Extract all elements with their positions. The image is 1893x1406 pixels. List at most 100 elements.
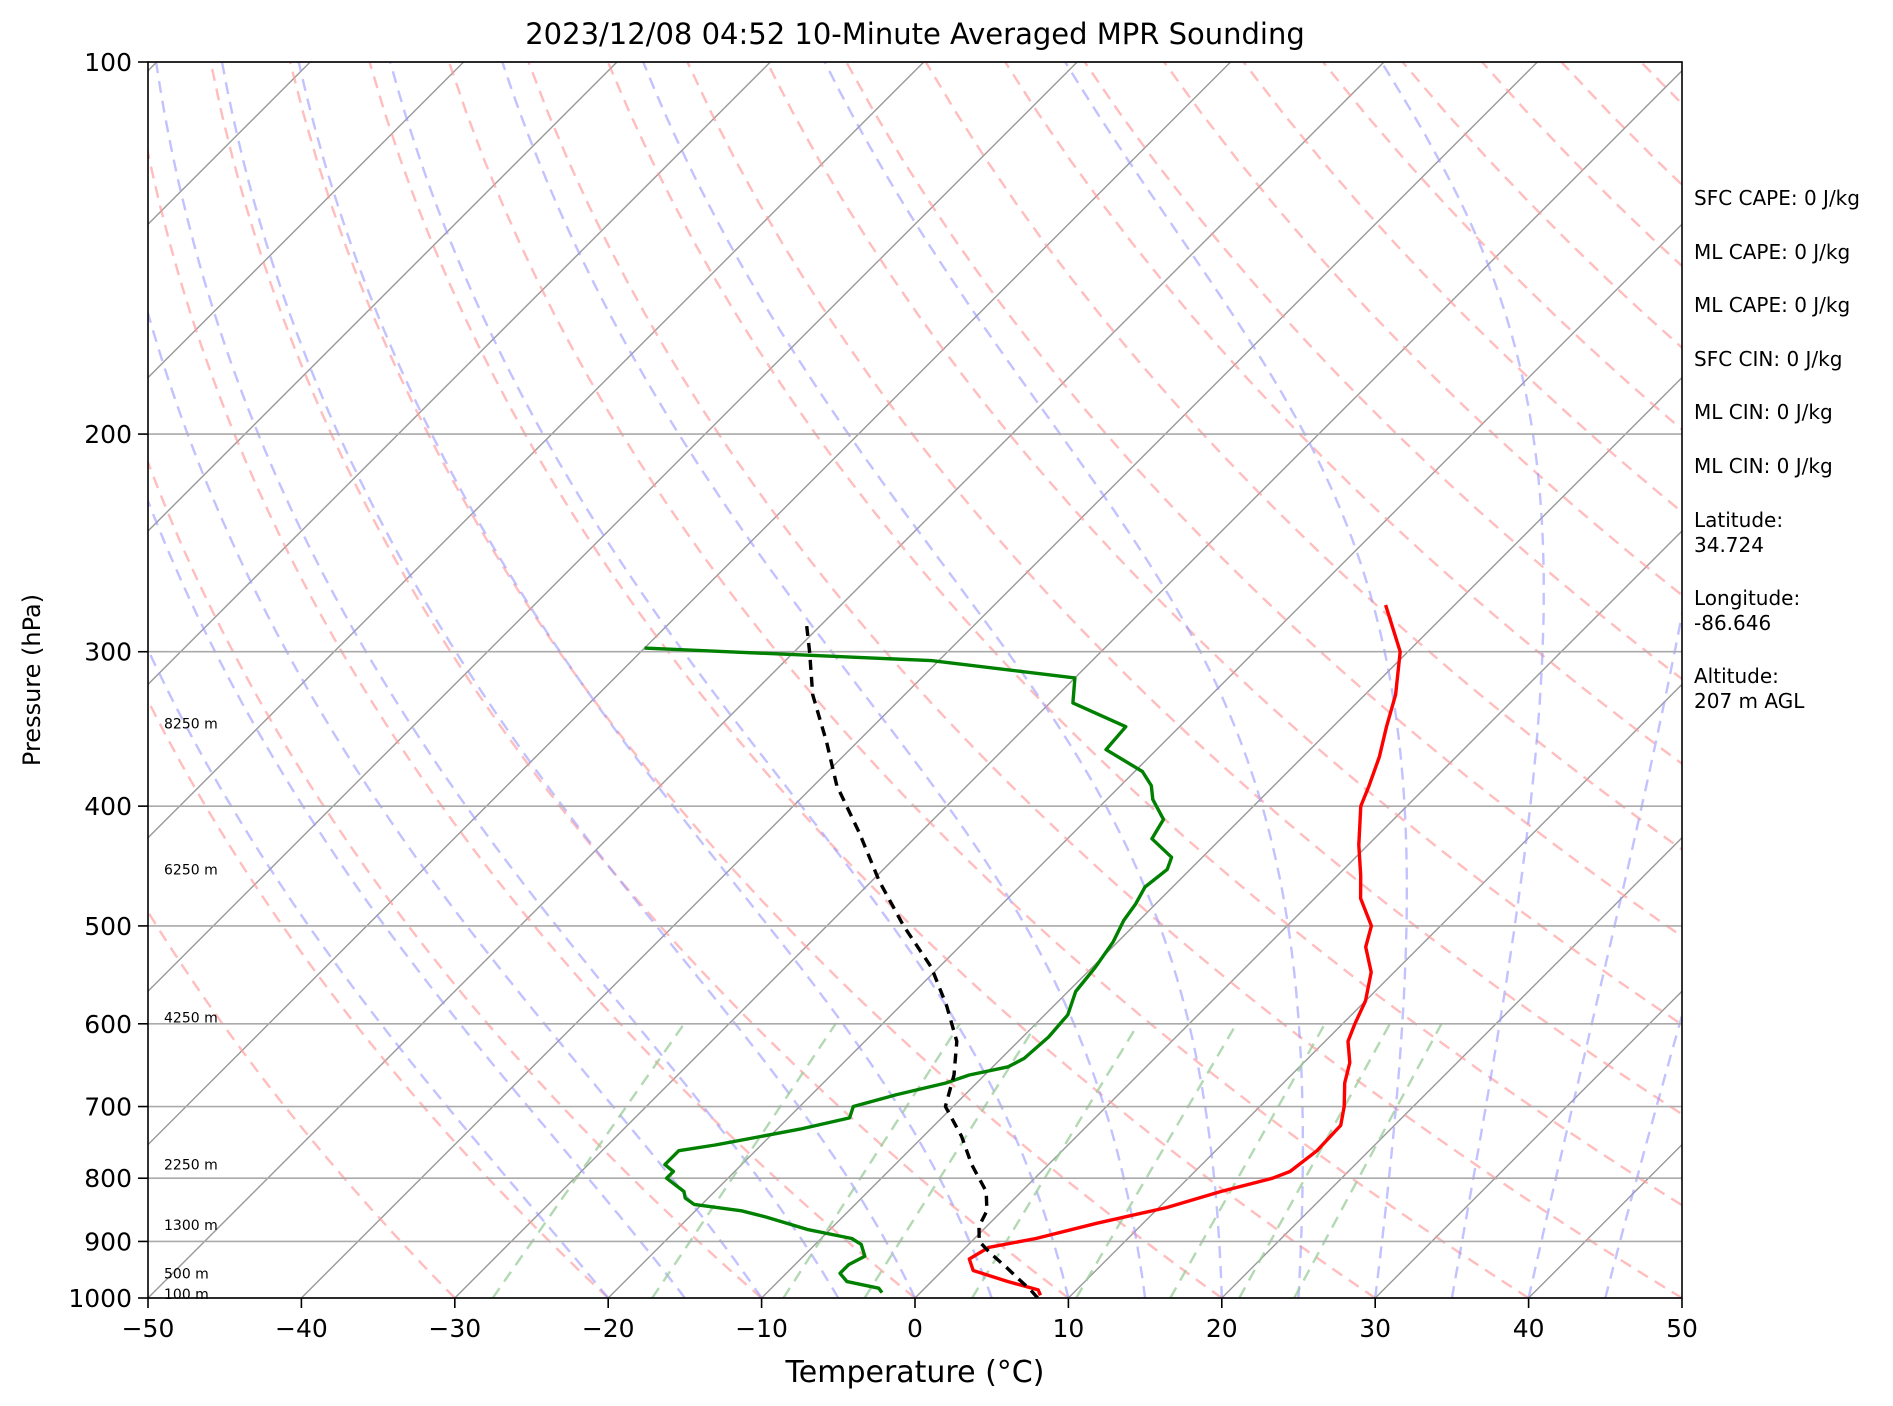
- x-tick-label: 50: [1666, 1314, 1698, 1343]
- x-tick-label: −30: [428, 1314, 481, 1343]
- y-axis-label: Pressure (hPa): [18, 594, 46, 766]
- y-tick-label: 300: [84, 638, 132, 667]
- height-label: 4250 m: [164, 1010, 218, 1026]
- isotherm-line: [761, 376, 1682, 1298]
- mixing-ratio-line: [491, 1023, 686, 1298]
- mixing-ratio-line: [1293, 1023, 1443, 1298]
- mixing-ratio-line: [863, 1023, 1038, 1298]
- mixing-ratio-line: [782, 1023, 961, 1298]
- moist-adiabat-line: [154, 62, 840, 1298]
- moist-adiabat-line: [1064, 62, 1408, 1298]
- sfc-cin-text: SFC CIN: 0 J/kg: [1694, 346, 1843, 371]
- height-label: 500 m: [164, 1266, 209, 1282]
- isotherm-line: [148, 62, 465, 379]
- dry-adiabat-line: [447, 62, 1530, 1298]
- mixing-ratio-line: [971, 1023, 1140, 1298]
- moist-adiabat-line: [501, 62, 1147, 1298]
- height-labels: 8250 m 6250 m 4250 m 2250 m 1300 m 500 m 100 m: [164, 717, 218, 1304]
- x-tick-label: 10: [1052, 1314, 1084, 1343]
- y-tick-label: 900: [84, 1227, 132, 1256]
- isotherm-line: [607, 223, 1682, 1298]
- y-tick-label: 400: [84, 792, 132, 821]
- dry-adiabat-line: [148, 146, 916, 1298]
- height-label: 100 m: [164, 1287, 209, 1303]
- moist-adiabat-line: [220, 62, 917, 1298]
- isotherm-line: [148, 62, 771, 686]
- height-label: 1300 m: [164, 1218, 218, 1234]
- y-tick-label: 200: [84, 420, 132, 449]
- isotherm-line: [148, 62, 1078, 993]
- ml-cin-text-2: ML CIN: 0 J/kg: [1694, 453, 1833, 478]
- isotherm-line: [454, 69, 1682, 1298]
- isotherm-line: [148, 62, 1385, 1298]
- altitude-label: Altitude:: [1694, 663, 1779, 688]
- sfc-cape-text: SFC CAPE: 0 J/kg: [1694, 186, 1860, 210]
- y-tick-label: 100: [84, 48, 132, 77]
- height-label: 2250 m: [164, 1158, 218, 1174]
- y-tick-label: 500: [84, 912, 132, 941]
- moist-adiabat-line: [389, 62, 1070, 1298]
- y-tick-label: 1000: [68, 1284, 132, 1313]
- x-tick-label: −10: [735, 1314, 788, 1343]
- dry-adiabat-line: [527, 62, 1682, 1298]
- dry-adiabat-line: [209, 62, 1070, 1298]
- chart-title: 2023/12/08 04:52 10-Minute Averaged MPR …: [525, 17, 1305, 51]
- moist-adiabat-line: [1604, 1011, 1682, 1298]
- altitude-value: 207 m AGL: [1694, 688, 1805, 713]
- latitude-label: Latitude:: [1694, 507, 1784, 532]
- isotherm-line: [148, 62, 925, 839]
- dry-adiabat-line: [148, 698, 610, 1298]
- moist-adiabat-line: [823, 62, 1305, 1298]
- sounding-info-panel: SFC CAPE: 0 J/kg ML CAPE: 0 J/kg ML CAPE…: [1694, 186, 1884, 742]
- moist-adiabat-line: [1527, 608, 1682, 1298]
- y-axis-ticks: 100 200 300 400 500 600 700 800 900 1000: [68, 48, 148, 1313]
- height-label: 6250 m: [164, 862, 218, 878]
- isotherm-line: [148, 62, 311, 226]
- dry-adiabat-line: [606, 62, 1682, 1207]
- mixing-ratio-line: [1075, 1023, 1238, 1298]
- dewpoint-profile: [644, 646, 1174, 1294]
- ml-cin-text: ML CIN: 0 J/kg: [1694, 400, 1833, 425]
- temperature-profile: [967, 604, 1402, 1296]
- x-tick-label: 20: [1206, 1314, 1238, 1343]
- mixing-ratio-line: [1169, 1023, 1326, 1298]
- x-tick-label: −50: [122, 1314, 175, 1343]
- dry-adiabat-line: [1163, 62, 1682, 597]
- mixing-ratio-line: [651, 1023, 837, 1298]
- dry-adiabat-line: [288, 62, 1223, 1298]
- x-tick-label: 40: [1513, 1314, 1545, 1343]
- latitude-info: Latitude: 34.724: [1694, 508, 1884, 558]
- pressure-gridlines: [148, 61, 1682, 1299]
- height-label: 8250 m: [164, 717, 218, 733]
- longitude-label: Longitude:: [1694, 585, 1801, 610]
- x-tick-label: −20: [582, 1314, 635, 1343]
- ml-cape-text-2: ML CAPE: 0 J/kg: [1694, 293, 1851, 318]
- isotherm-line: [1067, 683, 1682, 1298]
- isotherm-line: [148, 62, 618, 532]
- y-tick-label: 700: [84, 1093, 132, 1122]
- x-axis-label: Temperature (°C): [785, 1355, 1045, 1390]
- isotherm-line: [0, 62, 3, 1298]
- dry-adiabat-line: [368, 62, 1376, 1298]
- longitude-info: Longitude: -86.646: [1694, 586, 1884, 636]
- longitude-value: -86.646: [1694, 610, 1772, 635]
- x-tick-label: 30: [1359, 1314, 1391, 1343]
- moist-adiabat-line: [642, 62, 1223, 1298]
- moist-adiabat-line: [1380, 62, 1545, 1298]
- x-tick-label: −40: [275, 1314, 328, 1343]
- isotherm-line: [914, 530, 1682, 1298]
- isotherm-line: [148, 62, 1232, 1146]
- moist-adiabat-line: [297, 62, 993, 1298]
- isotherm-line: [300, 62, 1538, 1298]
- moist-adiabat-line: [148, 308, 763, 1298]
- latitude-value: 34.724: [1694, 532, 1764, 557]
- dry-adiabat-line: [148, 909, 456, 1298]
- plot-frame: [147, 61, 1683, 1299]
- x-axis-ticks: −50 −40 −30 −20 −10 0 10 20 30 40 50: [122, 1298, 1698, 1343]
- moist-adiabat-line: [148, 497, 686, 1298]
- altitude-info: Altitude: 207 m AGL: [1694, 664, 1884, 714]
- isotherm-line: [1374, 990, 1682, 1298]
- y-tick-label: 800: [84, 1164, 132, 1193]
- dry-adiabat-line: [148, 458, 763, 1298]
